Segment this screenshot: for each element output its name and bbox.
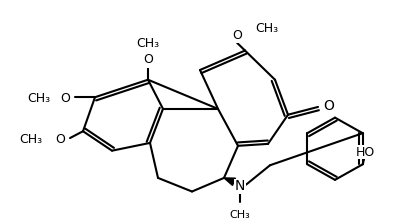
Text: CH₃: CH₃ bbox=[254, 22, 277, 35]
Text: HO: HO bbox=[355, 146, 375, 159]
Text: O: O bbox=[322, 99, 333, 112]
Text: O: O bbox=[231, 29, 241, 42]
Text: CH₃: CH₃ bbox=[27, 92, 50, 105]
Polygon shape bbox=[223, 178, 235, 185]
Text: O: O bbox=[55, 133, 65, 146]
Text: O: O bbox=[143, 53, 152, 66]
Text: CH₃: CH₃ bbox=[19, 133, 42, 146]
Text: CH₃: CH₃ bbox=[136, 37, 159, 50]
Text: O: O bbox=[60, 92, 70, 105]
Text: CH₃: CH₃ bbox=[229, 210, 250, 220]
Text: N: N bbox=[234, 179, 245, 193]
